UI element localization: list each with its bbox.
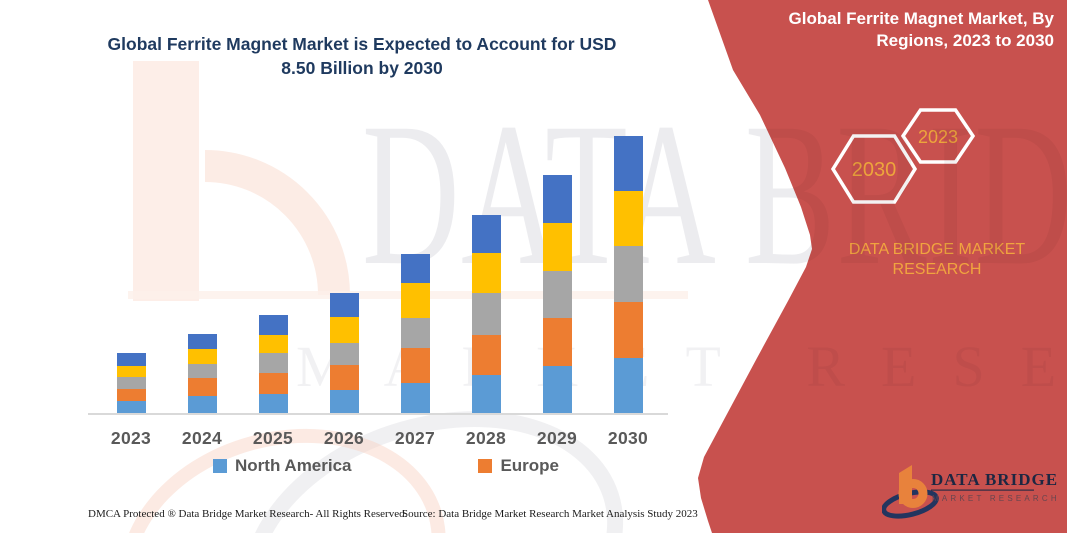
bar-segment <box>116 401 146 414</box>
logo-divider <box>931 489 1034 491</box>
hexagon-2023-label: 2023 <box>918 127 958 147</box>
chart-title-line2: 8.50 Billion by 2030 <box>281 57 443 78</box>
panel-title-line1: Global Ferrite Magnet Market, By <box>788 9 1054 28</box>
logo-wordmark: DATA BRIDGE <box>931 470 1057 489</box>
legend-label: North America <box>235 456 352 475</box>
x-axis-label: 2030 <box>607 428 649 448</box>
bar-segment <box>187 348 217 365</box>
bar-segment <box>400 254 430 284</box>
x-axis-label: 2028 <box>465 428 507 448</box>
bar-segment <box>400 283 430 319</box>
brand-text: DATA BRIDGE MARKET RESEARCH <box>848 241 1026 278</box>
x-axis-label: 2025 <box>252 428 294 448</box>
bar-segment <box>116 365 146 377</box>
bar-segment <box>258 393 288 414</box>
x-axis-label: 2023 <box>110 428 152 448</box>
logo-b-bowl-icon <box>898 479 928 508</box>
x-axis-line <box>88 413 668 415</box>
bar-segment <box>116 376 146 389</box>
legend-swatch <box>213 459 227 473</box>
bar-segment <box>613 301 643 358</box>
bar-segment <box>613 246 643 302</box>
bar-segment <box>471 214 501 253</box>
bar-segment <box>400 383 430 414</box>
bar-segment <box>329 390 359 414</box>
bar-segment <box>400 348 430 384</box>
bar-segment <box>542 318 572 367</box>
panel-title: Global Ferrite Magnet Market, By Regions… <box>754 8 1054 52</box>
bar-segment <box>400 318 430 349</box>
legend-item: North America <box>213 456 352 476</box>
x-axis-label: 2026 <box>323 428 365 448</box>
bar-segment <box>613 190 643 247</box>
chart-legend: North America Europe <box>213 456 559 476</box>
bar-segment <box>329 365 359 391</box>
chart-title-line1: Global Ferrite Magnet Market is Expected… <box>107 34 617 54</box>
bar-segment <box>542 366 572 414</box>
bar-segment <box>187 396 217 414</box>
x-axis-label: 2029 <box>536 428 578 448</box>
bar-segment <box>116 388 146 402</box>
bar-segment <box>258 372 288 394</box>
hexagon-2030 <box>830 134 918 204</box>
bar-segment <box>258 353 288 373</box>
bar-segment <box>187 334 217 349</box>
bar-segment <box>471 292 501 335</box>
bar-segment <box>471 375 501 414</box>
x-axis-label: 2027 <box>394 428 436 448</box>
data-bridge-logo: DATA BRIDGE MARKET RESEARCH <box>882 465 1057 519</box>
x-axis-label: 2024 <box>181 428 223 448</box>
bar-segment <box>187 364 217 379</box>
bar-segment <box>329 317 359 344</box>
logo-tagline: MARKET RESEARCH <box>932 494 1057 503</box>
bar-segment <box>542 175 572 224</box>
legend-swatch <box>478 459 493 473</box>
bar-segment <box>542 271 572 319</box>
panel-title-line2: Regions, 2023 to 2030 <box>876 31 1054 51</box>
bar-segment <box>613 357 643 414</box>
chart-title: Global Ferrite Magnet Market is Expected… <box>92 33 632 80</box>
bar-segment <box>258 334 288 353</box>
bar-segment <box>116 353 146 366</box>
bar-segment <box>258 314 288 335</box>
bar-segment <box>329 293 359 318</box>
bar-segment <box>187 378 217 397</box>
legend-label: Europe <box>500 456 559 475</box>
bar-segment <box>542 223 572 272</box>
bar-segment <box>471 335 501 376</box>
bar-segment <box>329 343 359 366</box>
bar-segment <box>471 252 501 293</box>
hexagon-badges: 2030 2023 <box>830 108 976 204</box>
bar-segment <box>613 135 643 191</box>
hexagon-2030-label: 2030 <box>852 159 897 181</box>
legend-item: Europe <box>478 456 559 476</box>
hexagon-2023 <box>900 108 976 164</box>
